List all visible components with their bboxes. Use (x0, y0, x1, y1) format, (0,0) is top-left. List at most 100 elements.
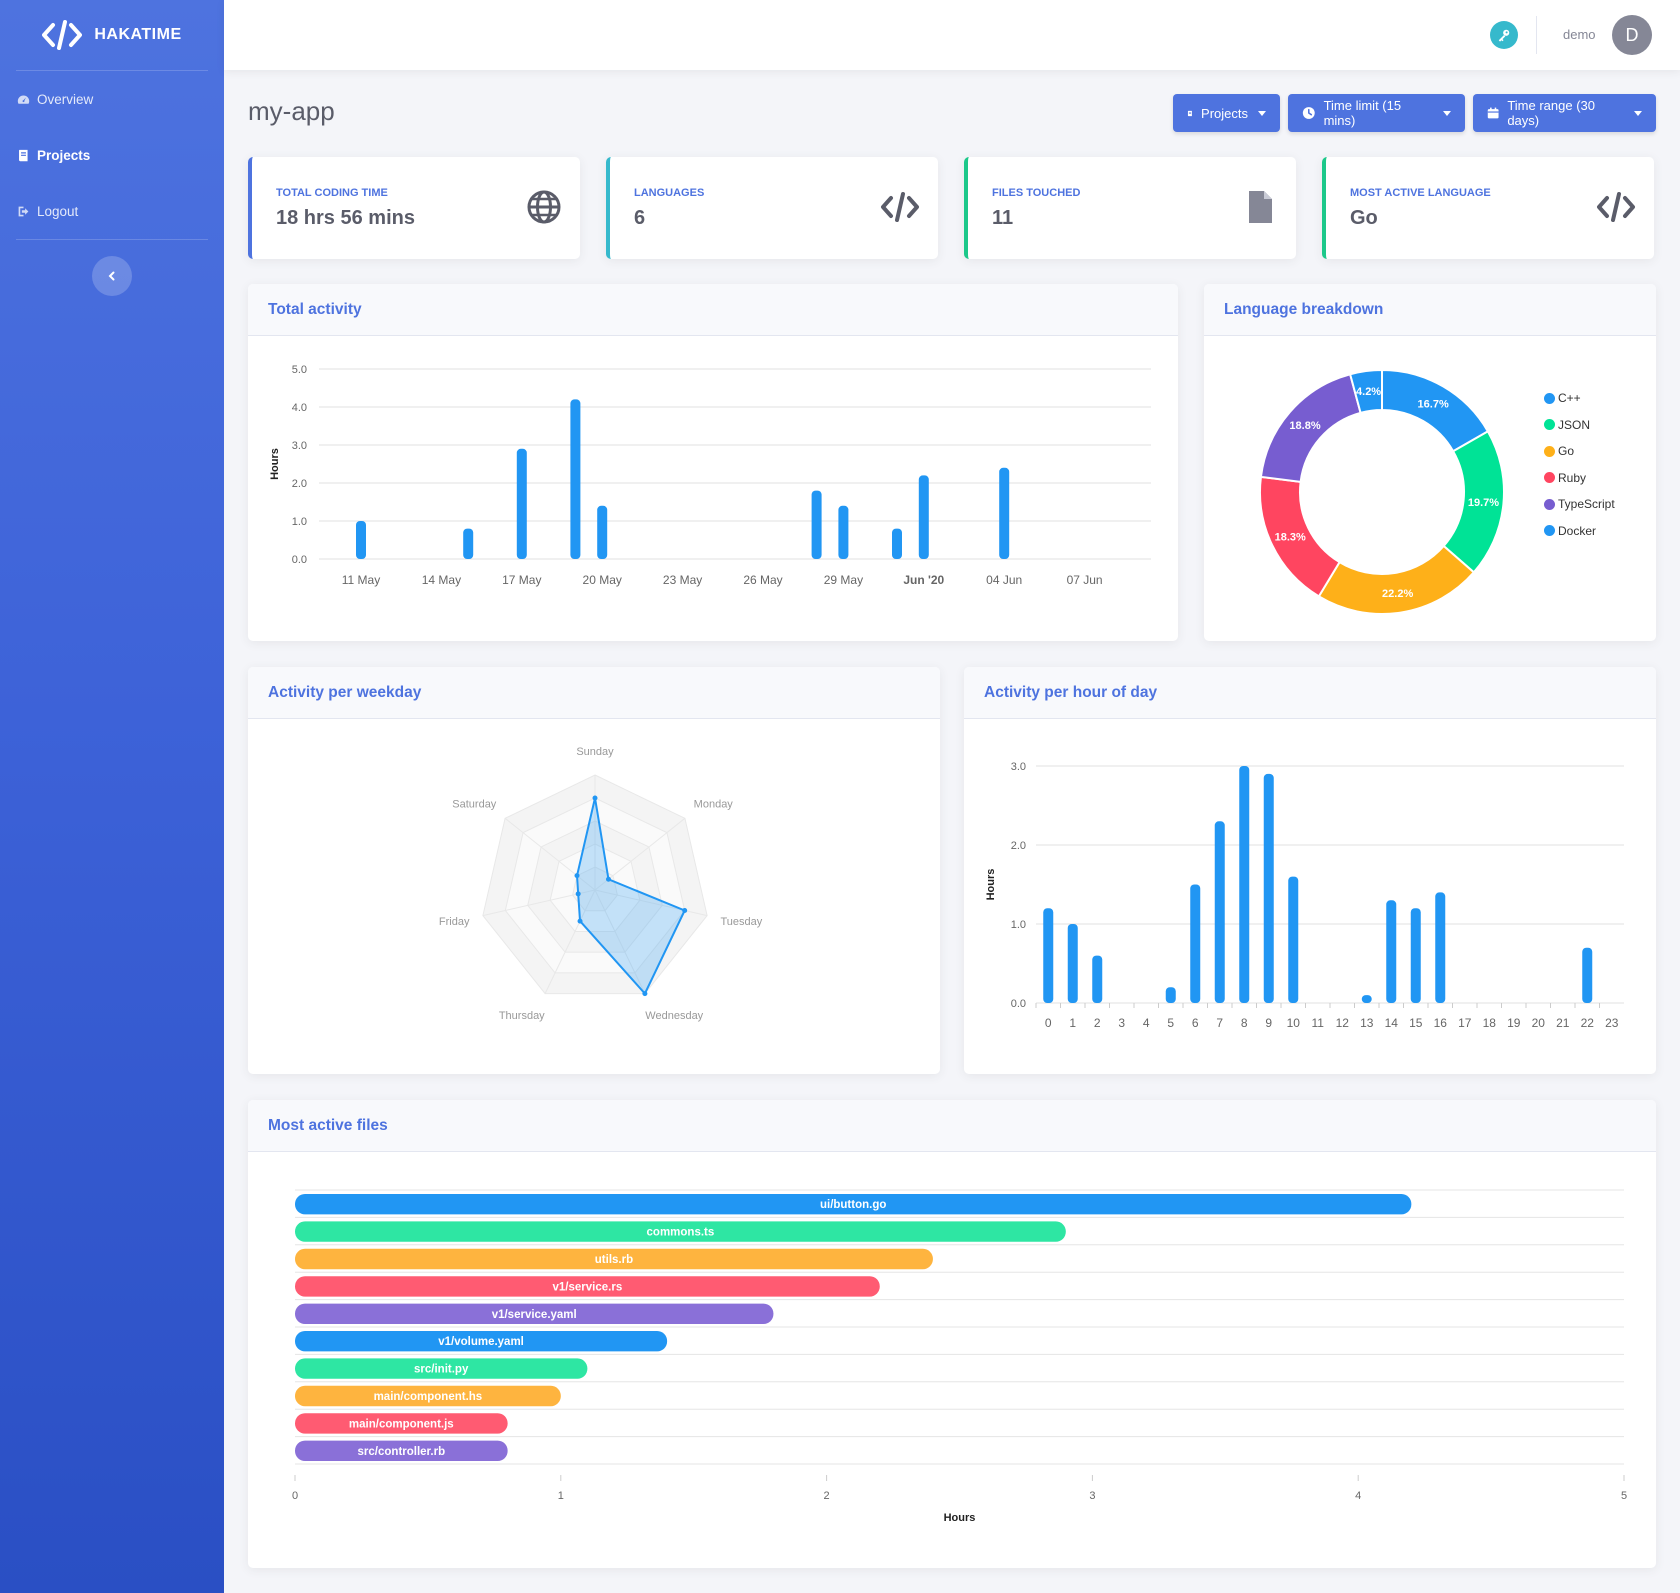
total-activity-panel: Total activity 0.0 1.0 2.0 3.0 4.0 5.0 Hours 11… (248, 284, 1178, 641)
bar (1092, 955, 1103, 1003)
stat-card-total-coding-time: TOTAL CODING TIME 18 hrs 56 mins (248, 157, 580, 259)
weekday-activity-panel: Activity per weekday Sunday Monday Tuesday… (248, 667, 940, 1074)
sidebar-item-projects[interactable]: Projects (0, 127, 224, 183)
x-tick-label: 21 (1556, 1016, 1570, 1030)
stat-card-files-touched: FILES TOUCHED 11 (964, 157, 1296, 259)
slice-label: 4.2% (1356, 386, 1381, 398)
sidebar-toggle-button[interactable] (92, 256, 132, 296)
weekday-radar-chart: Sunday Monday Tuesday Wednesday Thursday Frid… (439, 746, 763, 1022)
stat-label: FILES TOUCHED (992, 187, 1081, 199)
bar (1386, 900, 1397, 1003)
sidebar: HAKATIME Overview Projects Logout (0, 0, 224, 1593)
stat-label: LANGUAGES (634, 187, 705, 199)
slice-label: 18.8% (1289, 420, 1320, 432)
bar (1361, 995, 1372, 1003)
bar (1435, 892, 1446, 1003)
projects-dropdown[interactable]: Projects (1173, 94, 1280, 132)
legend-marker (1544, 392, 1555, 404)
bar-label: ui/button.go (820, 1199, 886, 1211)
legend-item[interactable]: TypeScript (1544, 491, 1615, 518)
x-tick-label: 2 (1094, 1016, 1101, 1030)
legend-item[interactable]: JSON (1544, 412, 1615, 439)
x-tick-label: 14 May (422, 573, 461, 587)
sidebar-divider (16, 239, 208, 240)
topbar-divider (1536, 16, 1537, 54)
x-tick-label: 14 (1385, 1016, 1399, 1030)
y-axis-label: Hours (269, 448, 281, 480)
total-activity-chart: 0.0 1.0 2.0 3.0 4.0 5.0 Hours 11 May 14 May 17 Ma… (269, 364, 1151, 587)
slice-label: 18.3% (1275, 531, 1306, 543)
username[interactable]: demo (1563, 27, 1596, 42)
legend-marker (1544, 419, 1555, 431)
x-tick-label: 2 (824, 1490, 830, 1502)
x-tick-label: 29 May (824, 573, 863, 587)
most-active-files-panel: Most active files 0 1 2 3 4 5 Hours ui/button.g… (248, 1100, 1656, 1568)
bar (1043, 908, 1054, 1003)
legend-item[interactable]: C++ (1544, 385, 1615, 412)
bar (1582, 947, 1593, 1003)
x-tick-label: 10 (1287, 1016, 1301, 1030)
radar-axis-label: Sunday (576, 746, 614, 758)
api-key-button[interactable] (1490, 21, 1518, 49)
sidebar-item-label: Overview (37, 91, 94, 107)
legend-label: Docker (1558, 523, 1597, 538)
page-title: my-app (248, 96, 335, 126)
x-tick-label: 20 May (583, 573, 622, 587)
x-tick-label: 13 (1360, 1016, 1374, 1030)
calendar-icon (1487, 107, 1499, 119)
code-logo-icon (42, 20, 83, 50)
legend-item[interactable]: Go (1544, 438, 1615, 465)
x-tick-label: 07 Jun (1067, 573, 1103, 587)
caret-down-icon (1443, 110, 1451, 116)
stat-value: 11 (992, 207, 1014, 229)
slice-label: 16.7% (1418, 399, 1449, 411)
stat-card-languages: LANGUAGES 6 (606, 157, 938, 259)
sidebar-item-overview[interactable]: Overview (0, 71, 224, 127)
chevron-left-icon (108, 271, 115, 281)
bar (999, 467, 1010, 559)
bar (838, 505, 849, 559)
x-tick-label: 3 (1089, 1490, 1095, 1502)
brand-name: HAKATIME (94, 26, 182, 43)
x-tick-label: 9 (1265, 1016, 1272, 1030)
donut-slice (1317, 544, 1476, 615)
legend-item[interactable]: Ruby (1544, 465, 1615, 492)
bar (1214, 821, 1225, 1003)
clock-icon (1302, 107, 1315, 119)
bar (1288, 876, 1299, 1003)
bar-label: src/init.py (414, 1364, 469, 1376)
legend-item[interactable]: Docker (1544, 518, 1615, 545)
y-tick-label: 4.0 (292, 402, 307, 414)
time-range-dropdown[interactable]: Time range (30 days) (1473, 94, 1656, 132)
brand[interactable]: HAKATIME (0, 0, 224, 70)
code-icon (1597, 192, 1635, 222)
topbar: demo D (224, 0, 1680, 70)
caret-down-icon (1634, 110, 1642, 116)
radar-axis-label: Saturday (452, 798, 497, 810)
time-limit-dropdown[interactable]: Time limit (15 mins) (1288, 94, 1465, 132)
legend-label: TypeScript (1558, 497, 1615, 512)
bar (892, 528, 902, 559)
y-axis-label: Hours (985, 869, 997, 901)
book-icon (18, 149, 28, 161)
y-tick-label: 1.0 (292, 516, 307, 528)
bar (295, 1276, 880, 1297)
x-tick-label: 18 (1483, 1016, 1497, 1030)
panel-title: Total activity (248, 284, 1178, 336)
stat-value: Go (1350, 207, 1378, 229)
sidebar-item-logout[interactable]: Logout (0, 183, 224, 239)
x-tick-label: 17 May (502, 573, 541, 587)
globe-icon (527, 190, 561, 224)
bar (1067, 924, 1078, 1003)
bar (295, 1221, 1066, 1242)
x-tick-label: 11 (1312, 1016, 1325, 1030)
bar-label: src/controller.rb (358, 1446, 446, 1458)
legend-label: Ruby (1558, 470, 1587, 485)
radar-point (642, 991, 648, 997)
donut-slice (1348, 368, 1383, 415)
y-tick-label: 3.0 (1011, 761, 1026, 773)
time-limit-dropdown-label: Time limit (15 mins) (1323, 98, 1402, 128)
y-tick-label: 0.0 (1011, 998, 1026, 1010)
avatar[interactable]: D (1612, 15, 1652, 55)
